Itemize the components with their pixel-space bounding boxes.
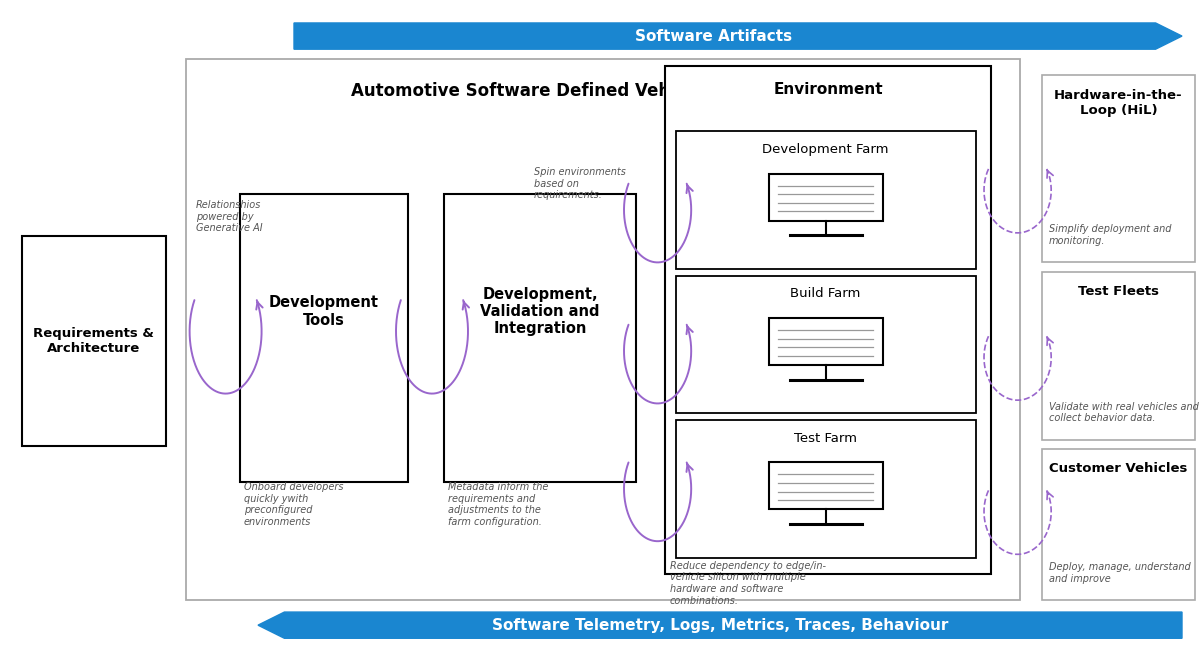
Bar bbox=[444, 194, 636, 482]
Text: Requirements &
Architecture: Requirements & Architecture bbox=[34, 327, 154, 355]
Text: Development Farm: Development Farm bbox=[762, 143, 889, 156]
Bar bbox=[186, 59, 1020, 600]
Text: Software Artifacts: Software Artifacts bbox=[636, 29, 792, 43]
Text: Simplify deployment and
monitoring.: Simplify deployment and monitoring. bbox=[1049, 224, 1171, 246]
FancyArrow shape bbox=[258, 612, 1182, 638]
Text: Development,
Validation and
Integration: Development, Validation and Integration bbox=[480, 287, 600, 337]
Text: Test Farm: Test Farm bbox=[794, 432, 857, 445]
Text: Build Farm: Build Farm bbox=[791, 287, 860, 300]
Bar bbox=[676, 131, 976, 269]
Text: Reduce dependency to edge/in-
vehicle silicon with multiple
hardware and softwar: Reduce dependency to edge/in- vehicle si… bbox=[670, 561, 826, 605]
Text: Software Telemetry, Logs, Metrics, Traces, Behaviour: Software Telemetry, Logs, Metrics, Trace… bbox=[492, 618, 948, 632]
Text: Test Fleets: Test Fleets bbox=[1078, 285, 1159, 298]
Bar bbox=[676, 276, 976, 413]
Text: Metadata inform the
requirements and
adjustments to the
farm configuration.: Metadata inform the requirements and adj… bbox=[448, 482, 548, 527]
Bar bbox=[1042, 272, 1195, 440]
Text: Development
Tools: Development Tools bbox=[269, 295, 379, 328]
Text: Deploy, manage, understand
and improve: Deploy, manage, understand and improve bbox=[1049, 562, 1190, 584]
Bar bbox=[240, 194, 408, 482]
FancyArrow shape bbox=[294, 23, 1182, 49]
Bar bbox=[768, 318, 882, 365]
Text: Onboard developers
quickly ywith
preconfigured
environments: Onboard developers quickly ywith preconf… bbox=[244, 482, 343, 527]
Bar bbox=[665, 66, 991, 574]
Text: Customer Vehicles: Customer Vehicles bbox=[1049, 462, 1188, 476]
Bar bbox=[768, 462, 882, 510]
Text: Environment: Environment bbox=[773, 82, 883, 97]
Bar bbox=[22, 236, 166, 446]
Bar bbox=[768, 174, 882, 221]
Text: Automotive Software Defined Vehicle (SDV) Toolchain: Automotive Software Defined Vehicle (SDV… bbox=[350, 82, 856, 100]
Text: Hardware-in-the-
Loop (HiL): Hardware-in-the- Loop (HiL) bbox=[1054, 89, 1183, 117]
Bar bbox=[1042, 449, 1195, 600]
Bar bbox=[676, 420, 976, 558]
Bar bbox=[1042, 75, 1195, 262]
Text: Spin environments
based on
requirements.: Spin environments based on requirements. bbox=[534, 167, 626, 201]
Text: Relationshios
powered by
Generative AI: Relationshios powered by Generative AI bbox=[196, 200, 263, 234]
Text: Validate with real vehicles and
collect behavior data.: Validate with real vehicles and collect … bbox=[1049, 401, 1199, 423]
